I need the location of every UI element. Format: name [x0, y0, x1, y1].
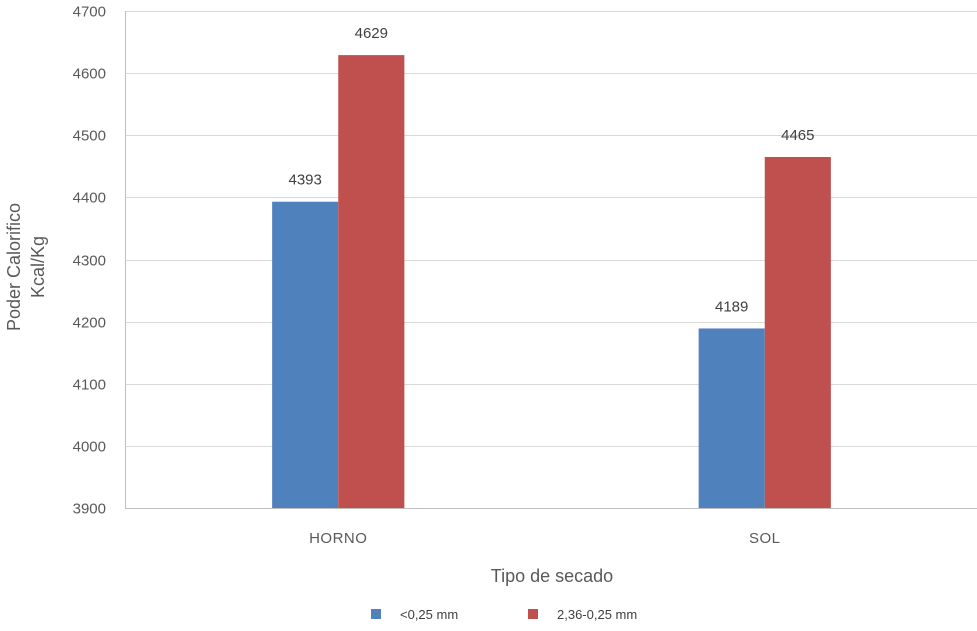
legend-label-series-1: <0,25 mm	[400, 607, 458, 622]
y-tick-label: 4600	[73, 66, 106, 83]
bar-horno-series-2	[338, 55, 405, 508]
bar-sol-series-1	[698, 328, 765, 508]
data-label: 4393	[289, 172, 322, 189]
data-label: 4629	[355, 25, 388, 42]
data-label: 4465	[781, 127, 814, 144]
y-tick-label: 3900	[73, 501, 106, 518]
y-axis-ticks: 3900 4000 4100 4200 4300 4400 4500 4600 4700	[73, 4, 106, 518]
gridlines	[125, 11, 977, 509]
y-tick-label: 4700	[73, 4, 106, 21]
legend-label-series-2: 2,36-0,25 mm	[557, 607, 637, 622]
legend-swatch-series-2	[528, 609, 538, 619]
data-labels: 4393 4629 4189 4465	[289, 25, 815, 315]
x-axis-ticks: HORNO SOL	[309, 530, 780, 547]
y-tick-label: 4000	[73, 439, 106, 456]
y-axis-title-line-1: Poder Calorifico	[4, 203, 24, 331]
x-tick-label: HORNO	[309, 530, 367, 547]
y-tick-label: 4400	[73, 190, 106, 207]
y-axis-title-line-2: Kcal/Kg	[28, 236, 48, 298]
legend-swatch-series-1	[371, 609, 381, 619]
y-tick-label: 4100	[73, 377, 106, 394]
bars	[272, 55, 831, 508]
legend: <0,25 mm 2,36-0,25 mm	[371, 607, 637, 622]
y-tick-label: 4200	[73, 315, 106, 332]
y-tick-label: 4500	[73, 128, 106, 145]
bar-horno-series-1	[272, 201, 339, 508]
y-tick-label: 4300	[73, 253, 106, 270]
data-label: 4189	[715, 298, 748, 315]
x-tick-label: SOL	[749, 530, 781, 547]
y-axis-title: Poder Calorifico Kcal/Kg	[4, 203, 48, 331]
x-axis-title: Tipo de secado	[491, 566, 613, 586]
bar-sol-series-2	[764, 156, 831, 508]
